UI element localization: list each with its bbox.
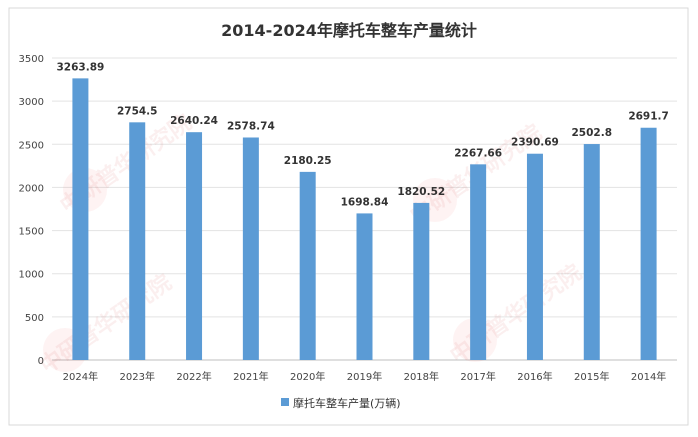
data-label: 2640.24 (170, 115, 218, 127)
data-label: 3263.89 (56, 61, 104, 73)
y-tick-label: 2500 (19, 140, 44, 151)
x-tick-label: 2023年 (120, 370, 155, 383)
x-tick-label: 2016年 (517, 370, 552, 383)
y-tick-label: 1500 (19, 227, 44, 238)
bar (356, 213, 373, 360)
bar (526, 153, 543, 360)
bar (413, 202, 430, 360)
legend-swatch (281, 398, 289, 406)
data-label: 1698.84 (341, 196, 389, 208)
x-tick-label: 2021年 (233, 370, 268, 383)
bar (186, 132, 203, 360)
data-label: 2578.74 (227, 120, 275, 132)
x-tick-label: 2020年 (290, 370, 325, 383)
x-tick-label: 2017年 (460, 370, 495, 383)
data-label: 2390.69 (511, 137, 559, 149)
x-tick-label: 2014年 (631, 370, 666, 383)
bar (299, 171, 316, 360)
legend-label: 摩托车整车产量(万辆) (293, 396, 401, 410)
y-tick-label: 3500 (19, 54, 44, 65)
bar (583, 144, 600, 360)
data-label: 2180.25 (284, 155, 332, 167)
x-tick-label: 2015年 (574, 370, 609, 383)
chart-title: 2014-2024年摩托车整车产量统计 (221, 21, 477, 40)
data-label: 2267.66 (454, 147, 502, 159)
y-tick-label: 0 (38, 356, 44, 367)
bar (72, 78, 89, 360)
x-tick-label: 2024年 (63, 370, 98, 383)
y-tick-label: 1000 (19, 270, 44, 281)
y-tick-label: 2000 (19, 183, 44, 194)
data-label: 1820.52 (397, 186, 445, 198)
y-tick-label: 3000 (19, 97, 44, 108)
bar (470, 164, 487, 360)
bar (129, 122, 146, 361)
x-tick-label: 2022年 (176, 370, 211, 383)
y-tick-label: 500 (25, 313, 44, 324)
data-label: 2754.5 (117, 105, 158, 117)
chart-border (8, 7, 689, 426)
x-tick-label: 2019年 (347, 370, 382, 383)
data-label: 2502.8 (572, 127, 613, 139)
data-label: 2691.7 (628, 111, 669, 123)
bar (242, 137, 259, 360)
bar (640, 127, 657, 360)
x-tick-label: 2018年 (404, 370, 439, 383)
